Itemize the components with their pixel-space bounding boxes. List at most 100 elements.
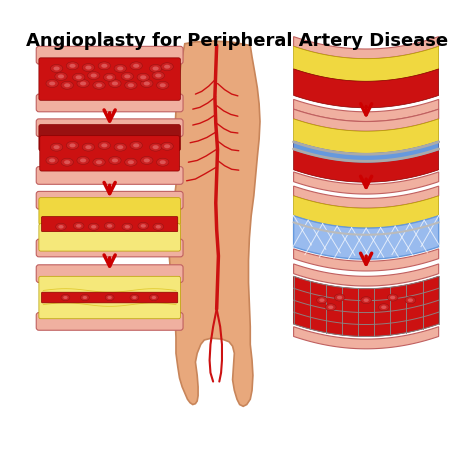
Ellipse shape: [88, 72, 100, 80]
Ellipse shape: [58, 74, 64, 78]
Ellipse shape: [66, 62, 79, 70]
Ellipse shape: [73, 222, 84, 230]
Ellipse shape: [137, 73, 149, 81]
Ellipse shape: [141, 80, 153, 87]
Ellipse shape: [133, 144, 139, 148]
Ellipse shape: [319, 298, 325, 302]
Ellipse shape: [122, 223, 133, 230]
Polygon shape: [293, 69, 438, 108]
Ellipse shape: [317, 297, 327, 304]
Ellipse shape: [408, 298, 413, 302]
FancyBboxPatch shape: [40, 135, 180, 171]
Ellipse shape: [161, 63, 173, 71]
FancyBboxPatch shape: [39, 58, 181, 100]
Ellipse shape: [334, 294, 345, 301]
Ellipse shape: [61, 294, 70, 301]
FancyBboxPatch shape: [36, 191, 183, 209]
Ellipse shape: [141, 224, 146, 228]
Ellipse shape: [153, 223, 164, 230]
Ellipse shape: [98, 141, 110, 149]
Ellipse shape: [155, 225, 161, 229]
Ellipse shape: [50, 64, 63, 72]
Ellipse shape: [114, 64, 127, 72]
FancyBboxPatch shape: [36, 166, 183, 184]
Ellipse shape: [130, 294, 139, 301]
Ellipse shape: [379, 304, 389, 311]
Ellipse shape: [49, 81, 55, 86]
Ellipse shape: [328, 306, 333, 309]
Polygon shape: [293, 249, 438, 271]
Ellipse shape: [64, 83, 70, 87]
FancyBboxPatch shape: [36, 239, 183, 257]
Text: Angioplasty for Peripheral Artery Disease: Angioplasty for Peripheral Artery Diseas…: [26, 32, 448, 50]
Polygon shape: [293, 36, 438, 58]
Ellipse shape: [387, 294, 398, 301]
Ellipse shape: [61, 81, 73, 89]
Ellipse shape: [149, 294, 158, 301]
Polygon shape: [293, 172, 438, 194]
Ellipse shape: [160, 83, 166, 87]
Ellipse shape: [55, 72, 67, 81]
Ellipse shape: [390, 296, 395, 299]
Ellipse shape: [66, 141, 79, 149]
Ellipse shape: [112, 158, 118, 162]
Ellipse shape: [77, 157, 89, 164]
Ellipse shape: [153, 145, 159, 149]
Ellipse shape: [156, 81, 169, 89]
Ellipse shape: [125, 225, 130, 229]
Ellipse shape: [96, 83, 102, 87]
FancyBboxPatch shape: [36, 265, 183, 283]
FancyBboxPatch shape: [42, 216, 178, 232]
Ellipse shape: [164, 65, 170, 69]
Ellipse shape: [109, 80, 121, 87]
Polygon shape: [169, 41, 260, 406]
Ellipse shape: [61, 158, 73, 166]
Ellipse shape: [117, 67, 123, 71]
Ellipse shape: [85, 145, 91, 149]
Ellipse shape: [91, 73, 97, 77]
Ellipse shape: [156, 158, 169, 166]
Ellipse shape: [69, 144, 75, 148]
Ellipse shape: [82, 63, 95, 72]
Ellipse shape: [117, 145, 123, 149]
Ellipse shape: [107, 224, 112, 228]
FancyBboxPatch shape: [39, 276, 181, 319]
Ellipse shape: [112, 81, 118, 86]
Ellipse shape: [89, 223, 99, 230]
Ellipse shape: [144, 158, 150, 162]
Ellipse shape: [121, 72, 134, 81]
Ellipse shape: [73, 73, 85, 81]
Ellipse shape: [125, 81, 137, 89]
Ellipse shape: [130, 141, 142, 149]
Ellipse shape: [149, 64, 162, 72]
FancyBboxPatch shape: [39, 198, 181, 225]
Polygon shape: [293, 327, 438, 349]
Ellipse shape: [161, 142, 173, 150]
FancyBboxPatch shape: [36, 94, 183, 112]
Ellipse shape: [101, 144, 108, 148]
Ellipse shape: [98, 62, 110, 70]
Ellipse shape: [155, 73, 161, 77]
Ellipse shape: [128, 83, 134, 87]
Polygon shape: [293, 276, 438, 337]
Polygon shape: [293, 99, 438, 122]
Ellipse shape: [125, 158, 137, 166]
FancyBboxPatch shape: [42, 292, 178, 303]
Ellipse shape: [140, 75, 146, 79]
Ellipse shape: [138, 222, 148, 230]
Ellipse shape: [152, 296, 156, 299]
Ellipse shape: [124, 74, 130, 78]
Polygon shape: [293, 142, 438, 182]
Ellipse shape: [75, 75, 82, 79]
Ellipse shape: [54, 145, 60, 149]
Ellipse shape: [54, 67, 60, 71]
Ellipse shape: [77, 80, 89, 87]
Ellipse shape: [82, 143, 95, 151]
Ellipse shape: [132, 296, 137, 299]
Polygon shape: [293, 46, 438, 58]
Ellipse shape: [101, 64, 108, 68]
Ellipse shape: [80, 81, 86, 86]
Ellipse shape: [63, 296, 68, 299]
Polygon shape: [293, 196, 438, 228]
Ellipse shape: [152, 72, 164, 80]
